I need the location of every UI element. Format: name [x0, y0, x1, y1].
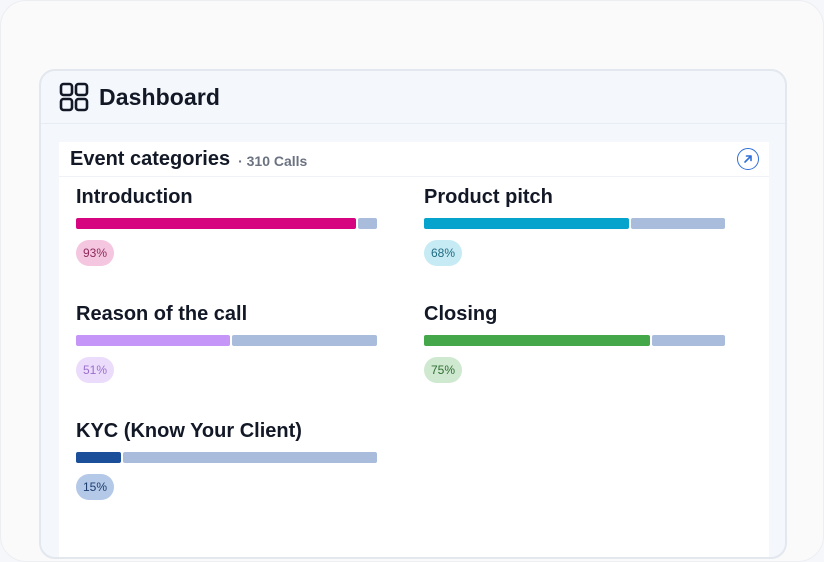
category-label: Reason of the call — [76, 303, 248, 325]
category-label: KYC (Know Your Client) — [76, 420, 302, 442]
category-item: Reason of the call 51% — [76, 301, 378, 383]
progress-fill — [76, 335, 230, 346]
event-categories-card: Event categories · 310 Calls Introductio… — [59, 142, 769, 557]
arrow-up-right-icon — [744, 155, 752, 163]
dashboard-header: Dashboard — [41, 71, 785, 124]
card-title: Event categories — [70, 147, 231, 170]
progress-remainder — [652, 335, 725, 346]
percent-badge: 75% — [424, 357, 462, 383]
category-progress-bar — [76, 335, 378, 346]
progress-fill — [76, 452, 121, 463]
card-header: Event categories · 310 Calls — [59, 142, 769, 177]
category-progress-bar — [76, 218, 378, 229]
category-label: Introduction — [76, 186, 193, 208]
progress-fill — [76, 218, 356, 229]
category-progress-bar — [76, 452, 378, 463]
dashboard-grid-icon — [59, 82, 89, 112]
progress-remainder — [123, 452, 377, 463]
percent-badge: 93% — [76, 240, 114, 266]
category-label: Product pitch — [424, 186, 553, 208]
category-progress-bar — [424, 335, 726, 346]
progress-fill — [424, 335, 650, 346]
percent-badge: 51% — [76, 357, 114, 383]
category-label: Closing — [424, 303, 498, 325]
dashboard-window: Dashboard Event categories · 310 Calls I… — [39, 69, 787, 559]
progress-remainder — [232, 335, 377, 346]
open-details-button[interactable] — [737, 148, 759, 170]
category-progress-bar — [424, 218, 726, 229]
progress-remainder — [358, 218, 377, 229]
percent-badge: 15% — [76, 474, 114, 500]
percent-badge: 68% — [424, 240, 462, 266]
page-title: Dashboard — [99, 83, 221, 110]
calls-count: · 310 Calls — [238, 152, 308, 169]
category-item: Closing 75% — [424, 301, 726, 383]
progress-fill — [424, 218, 629, 229]
category-item: KYC (Know Your Client) 15% — [76, 418, 378, 500]
category-item: Introduction 93% — [76, 184, 378, 266]
category-item: Product pitch 68% — [424, 184, 726, 266]
progress-remainder — [631, 218, 725, 229]
